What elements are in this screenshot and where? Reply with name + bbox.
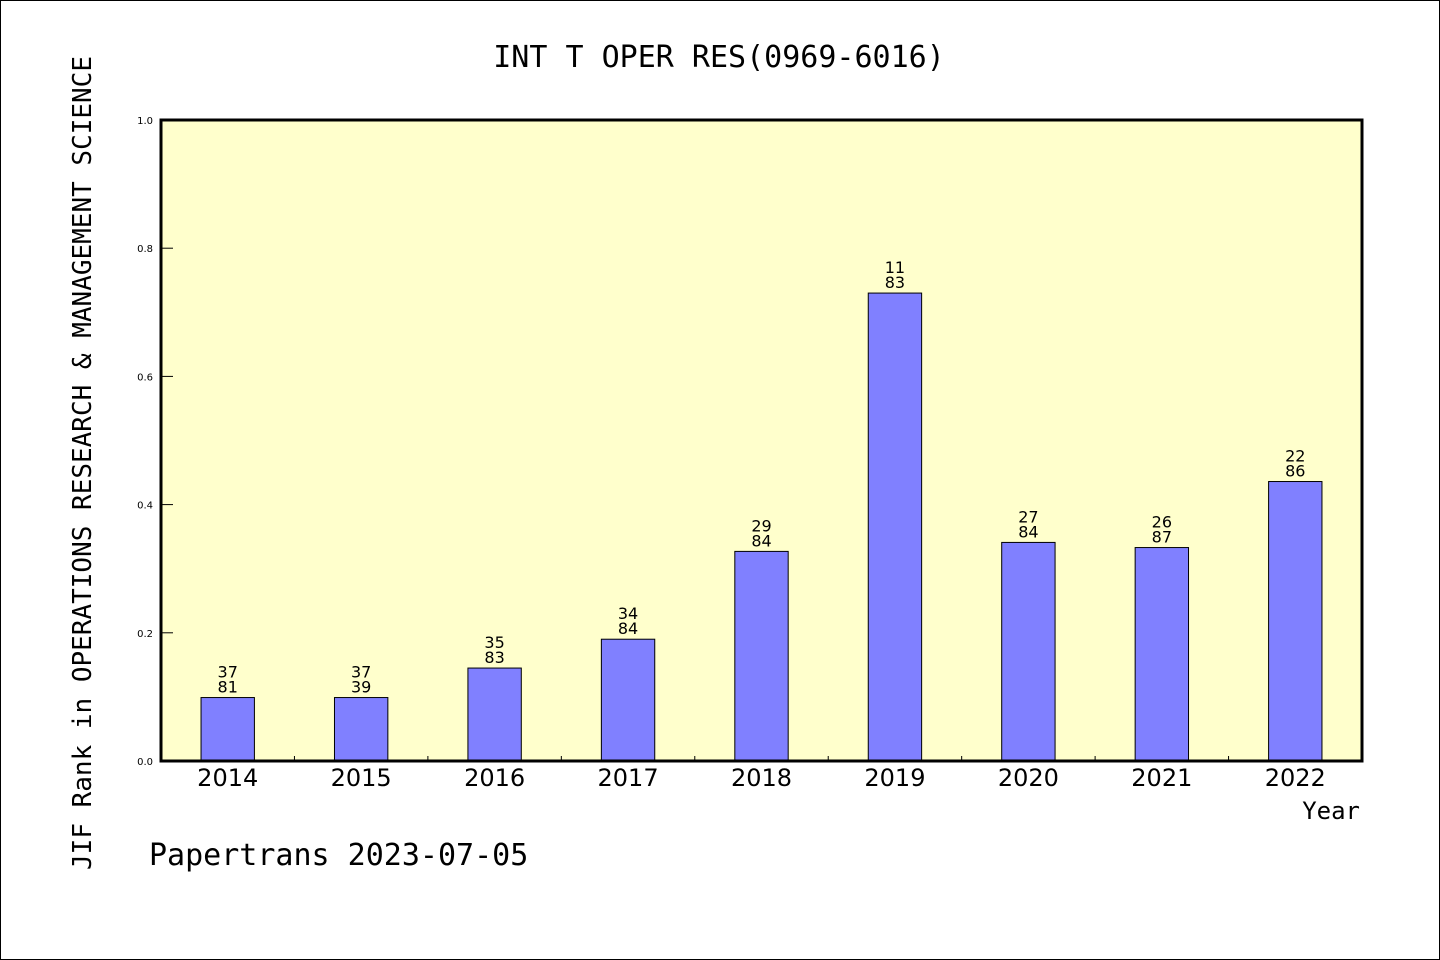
- bar-2020: [1001, 541, 1056, 762]
- bar-2016: [467, 667, 522, 762]
- x-tick-label: 2015: [331, 764, 392, 792]
- bar-2014: [200, 697, 255, 762]
- bar-2019: [867, 292, 923, 762]
- bar-2022: [1268, 481, 1323, 762]
- y-tick-label: 0.4: [137, 501, 153, 512]
- y-tick-label: 0.2: [137, 629, 153, 640]
- bar-label-rank: 29: [751, 516, 771, 535]
- plot-frame: [159, 118, 1364, 763]
- x-axis-ticks: 2014 2015 2016 2017 2018 2019 2020 2021 2022: [197, 756, 1326, 792]
- x-tick-label: 2022: [1265, 764, 1326, 792]
- bar-2018: [734, 550, 789, 762]
- x-tick-label: 2016: [464, 764, 525, 792]
- bar-label-rank: 27: [1018, 507, 1038, 526]
- y-tick-label: 1.0: [137, 116, 153, 127]
- bar-2021: [1134, 547, 1190, 762]
- bar-label-rank: 22: [1285, 447, 1305, 466]
- bar-label-total: 39: [351, 678, 371, 697]
- bar-label-rank: 34: [618, 604, 638, 623]
- bar-2017: [600, 638, 656, 762]
- bar-label-rank: 26: [1152, 513, 1172, 532]
- y-tick-label: 0.6: [137, 372, 153, 383]
- y-tick-label: 0.0: [137, 757, 153, 768]
- footer-credit: Papertrans 2023-07-05: [149, 838, 528, 873]
- bar-label-rank: 11: [885, 258, 905, 277]
- chart-title: INT T OPER RES(0969-6016): [493, 40, 945, 75]
- x-tick-label: 2018: [731, 764, 792, 792]
- y-axis-ticks: 0.0 0.2 0.4 0.6 0.8 1.0: [137, 116, 173, 768]
- y-axis-label: JIF Rank in OPERATIONS RESEARCH & MANAGE…: [68, 56, 98, 870]
- bar-label-rank: 37: [218, 663, 238, 682]
- x-tick-label: 2021: [1131, 764, 1192, 792]
- bar-label-total: 83: [484, 648, 504, 667]
- bar-label-rank: 35: [484, 633, 504, 652]
- bar-2015: [333, 697, 389, 762]
- x-tick-label: 2019: [864, 764, 925, 792]
- x-tick-label: 2017: [598, 764, 659, 792]
- x-tick-label: 2020: [998, 764, 1059, 792]
- bar-label-total: 87: [1152, 528, 1172, 547]
- bar-label-total: 81: [218, 678, 238, 697]
- x-tick-label: 2014: [197, 764, 258, 792]
- x-axis-label: Year: [1302, 797, 1360, 825]
- bar-label-total: 83: [885, 273, 905, 292]
- bar-label-total: 84: [751, 531, 771, 550]
- y-tick-label: 0.8: [137, 244, 153, 255]
- bar-label-total: 86: [1285, 462, 1305, 481]
- bar-label-rank: 37: [351, 663, 371, 682]
- bar-label-total: 84: [1018, 522, 1038, 541]
- bar-label-total: 84: [618, 619, 638, 638]
